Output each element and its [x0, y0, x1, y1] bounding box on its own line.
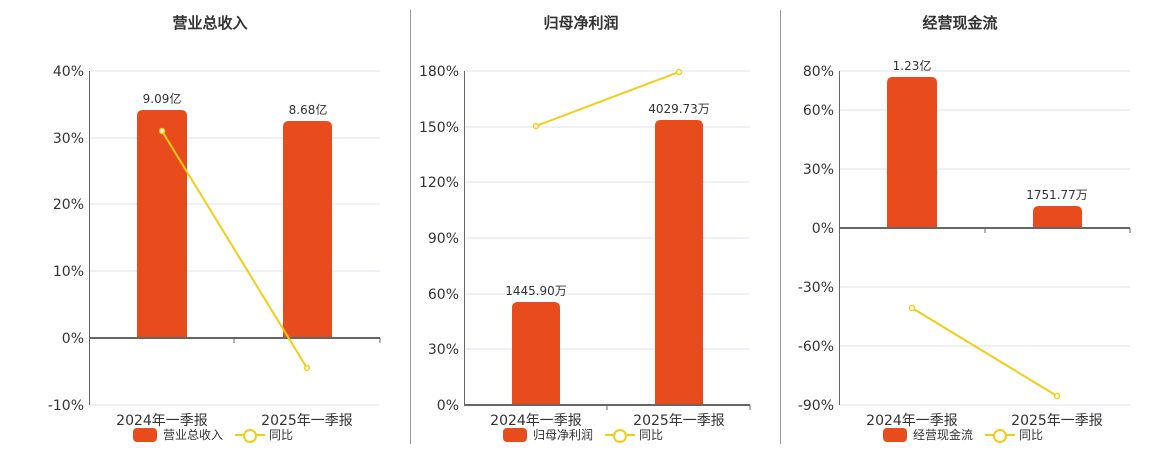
y-axis-labels: 40% 30% 20% 10% 0% -10% [48, 64, 84, 414]
svg-text:-30%: -30% [798, 280, 834, 296]
chart-title: 经营现金流 [922, 14, 998, 32]
chart-title: 营业总收入 [172, 14, 248, 32]
svg-text:0%: 0% [437, 398, 459, 414]
svg-text:30%: 30% [803, 162, 834, 178]
svg-text:8.68亿: 8.68亿 [289, 102, 328, 117]
chart-legend: 经营现金流 同比 [883, 426, 1043, 443]
chart-panel-operating-cash-flow: 经营现金流 80% 60% 30% 0% -30% -60% -90% 1.23… [781, 0, 1160, 450]
x-axis-labels: 2024年一季报 2025年一季报 [490, 413, 725, 429]
legend-bar-swatch[interactable] [883, 427, 907, 442]
bars [512, 120, 703, 405]
legend-line-label[interactable]: 同比 [639, 428, 664, 442]
svg-text:2025年一季报: 2025年一季报 [633, 413, 725, 429]
svg-text:-10%: -10% [48, 398, 84, 414]
chart-panel-revenue: 营业总收入 40% 30% 20% 10% 0% -10% 9.09亿 8.68… [0, 0, 410, 450]
bar-2024 [137, 110, 187, 338]
svg-text:2024年一季报: 2024年一季报 [490, 413, 582, 429]
svg-text:120%: 120% [419, 175, 459, 191]
svg-text:1751.77万: 1751.77万 [1026, 188, 1088, 202]
svg-text:2024年一季报: 2024年一季报 [866, 413, 958, 429]
svg-text:30%: 30% [53, 131, 84, 147]
svg-text:2025年一季报: 2025年一季报 [261, 413, 353, 429]
bar-2024 [512, 302, 560, 405]
svg-text:-90%: -90% [798, 398, 834, 414]
bar-2025 [283, 121, 332, 338]
legend-line-label[interactable]: 同比 [269, 428, 294, 442]
y-axis-labels: 80% 60% 30% 0% -30% -60% -90% [798, 64, 834, 414]
yoy-line [158, 127, 311, 372]
legend-bar-swatch[interactable] [133, 427, 157, 442]
bar-2024 [887, 77, 937, 228]
svg-text:-60%: -60% [798, 339, 834, 355]
panel-divider [410, 10, 411, 444]
bar-labels: 1445.90万 4029.73万 [505, 102, 710, 298]
svg-text:2025年一季报: 2025年一季报 [1011, 413, 1103, 429]
chart-panel-net-profit: 归母净利润 180% 150% 120% 90% 60% 30% 0% 1445… [411, 0, 781, 450]
svg-text:0%: 0% [62, 331, 84, 347]
legend-bar-label[interactable]: 营业总收入 [163, 428, 224, 442]
legend-bar-swatch[interactable] [503, 427, 527, 442]
chart-plot: 180% 150% 120% 90% 60% 30% 0% 1445.90万 4… [419, 64, 751, 429]
chart-plot: 80% 60% 30% 0% -30% -60% -90% 1.23亿 1751… [798, 58, 1131, 429]
legend-line-icon[interactable] [985, 428, 1016, 443]
yoy-line [908, 304, 1061, 400]
chart-legend: 营业总收入 同比 [133, 426, 293, 443]
bar-labels: 1.23亿 1751.77万 [893, 58, 1088, 202]
bar-2025 [655, 120, 703, 405]
bars [887, 77, 1082, 228]
y-axis-labels: 180% 150% 120% 90% 60% 30% 0% [419, 64, 459, 414]
svg-text:150%: 150% [419, 120, 459, 136]
legend-line-icon[interactable] [235, 428, 266, 443]
svg-text:10%: 10% [53, 264, 84, 280]
chart-plot: 40% 30% 20% 10% 0% -10% 9.09亿 8.68亿 2024… [48, 64, 381, 429]
svg-text:30%: 30% [428, 342, 459, 358]
svg-text:60%: 60% [803, 103, 834, 119]
chart-title: 归母净利润 [543, 14, 619, 32]
svg-text:1.23亿: 1.23亿 [893, 58, 932, 73]
svg-text:20%: 20% [53, 197, 84, 213]
svg-text:4029.73万: 4029.73万 [648, 102, 710, 116]
legend-bar-label[interactable]: 归母净利润 [533, 428, 594, 442]
svg-text:2024年一季报: 2024年一季报 [116, 413, 208, 429]
chart-legend: 归母净利润 同比 [503, 426, 663, 443]
svg-text:1445.90万: 1445.90万 [505, 284, 567, 298]
svg-text:90%: 90% [428, 231, 459, 247]
yoy-line [532, 68, 683, 130]
svg-text:40%: 40% [53, 64, 84, 80]
grid-lines [90, 70, 380, 406]
bars [137, 110, 332, 338]
grid-lines [839, 70, 1130, 406]
legend-line-icon[interactable] [605, 428, 636, 443]
x-axis-labels: 2024年一季报 2025年一季报 [866, 413, 1103, 429]
bar-2025 [1033, 206, 1082, 228]
bar-labels: 9.09亿 8.68亿 [143, 91, 328, 117]
x-axis-labels: 2024年一季报 2025年一季报 [116, 413, 353, 429]
svg-text:9.09亿: 9.09亿 [143, 91, 182, 106]
svg-text:180%: 180% [419, 64, 459, 80]
svg-text:60%: 60% [428, 287, 459, 303]
legend-line-label[interactable]: 同比 [1019, 428, 1044, 442]
svg-text:80%: 80% [803, 64, 834, 80]
legend-bar-label[interactable]: 经营现金流 [913, 428, 974, 442]
svg-text:0%: 0% [812, 221, 834, 237]
panel-divider [780, 10, 781, 444]
